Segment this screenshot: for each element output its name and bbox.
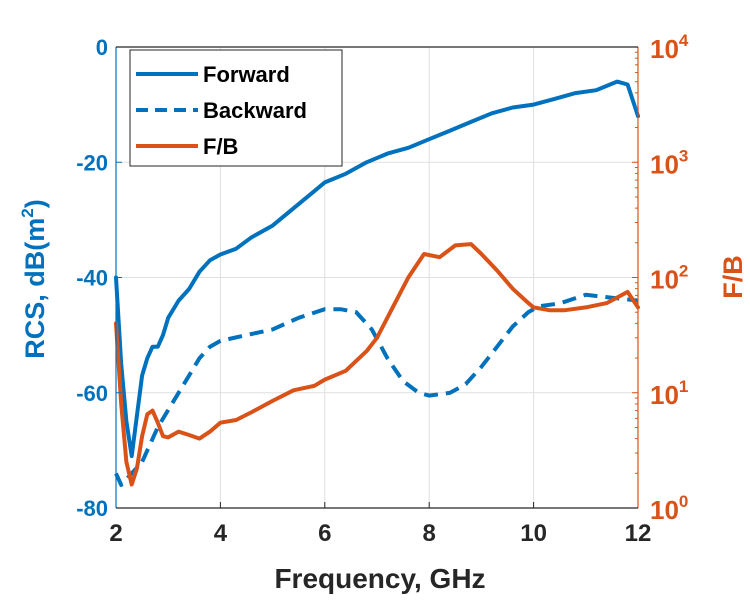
y-tick-label: -80 bbox=[76, 496, 108, 521]
y-axis-label-sup: 2 bbox=[18, 208, 37, 217]
x-axis-label: Frequency, GHz bbox=[274, 563, 485, 594]
legend-label-forward: Forward bbox=[203, 62, 290, 87]
y2-tick-label: 101 bbox=[650, 377, 688, 410]
legend-label-backward: Backward bbox=[203, 98, 307, 123]
x-tick-label: 8 bbox=[423, 520, 436, 547]
y2-axis-label: F/B bbox=[718, 255, 748, 299]
series-layer bbox=[114, 79, 640, 487]
y2-tick-label: 103 bbox=[650, 146, 688, 179]
legend-label-fb: F/B bbox=[203, 134, 238, 159]
legend: Forward Backward F/B bbox=[129, 49, 343, 167]
tick-labels: 2 4 6 8 10 12 0 -20 -40 -60 -80 104 103 102 101 100 bbox=[76, 31, 689, 547]
y2-tick-label: 104 bbox=[650, 31, 689, 64]
x-tick-label: 12 bbox=[625, 520, 652, 547]
series-line-backward bbox=[114, 292, 639, 487]
x-tick-label: 2 bbox=[109, 520, 122, 547]
y-tick-label: -60 bbox=[76, 381, 108, 406]
y-tick-label: 0 bbox=[96, 35, 108, 60]
y2-tick-label: 102 bbox=[650, 262, 688, 295]
y-tick-label: -20 bbox=[76, 150, 108, 175]
axes bbox=[115, 46, 639, 509]
y-axis-label: RCS, dB(m2) bbox=[18, 199, 50, 358]
x-tick-label: 10 bbox=[520, 520, 547, 547]
series-line-f-b bbox=[114, 242, 640, 487]
y-axis-label-close: ) bbox=[20, 199, 50, 208]
y-tick-label: -40 bbox=[76, 266, 108, 291]
x-tick-label: 6 bbox=[318, 520, 331, 547]
x-tick-label: 4 bbox=[214, 520, 228, 547]
series-line-forward bbox=[114, 79, 640, 459]
y-axis-label-main: RCS, dB(m bbox=[20, 218, 50, 359]
y2-tick-label: 100 bbox=[650, 492, 688, 525]
